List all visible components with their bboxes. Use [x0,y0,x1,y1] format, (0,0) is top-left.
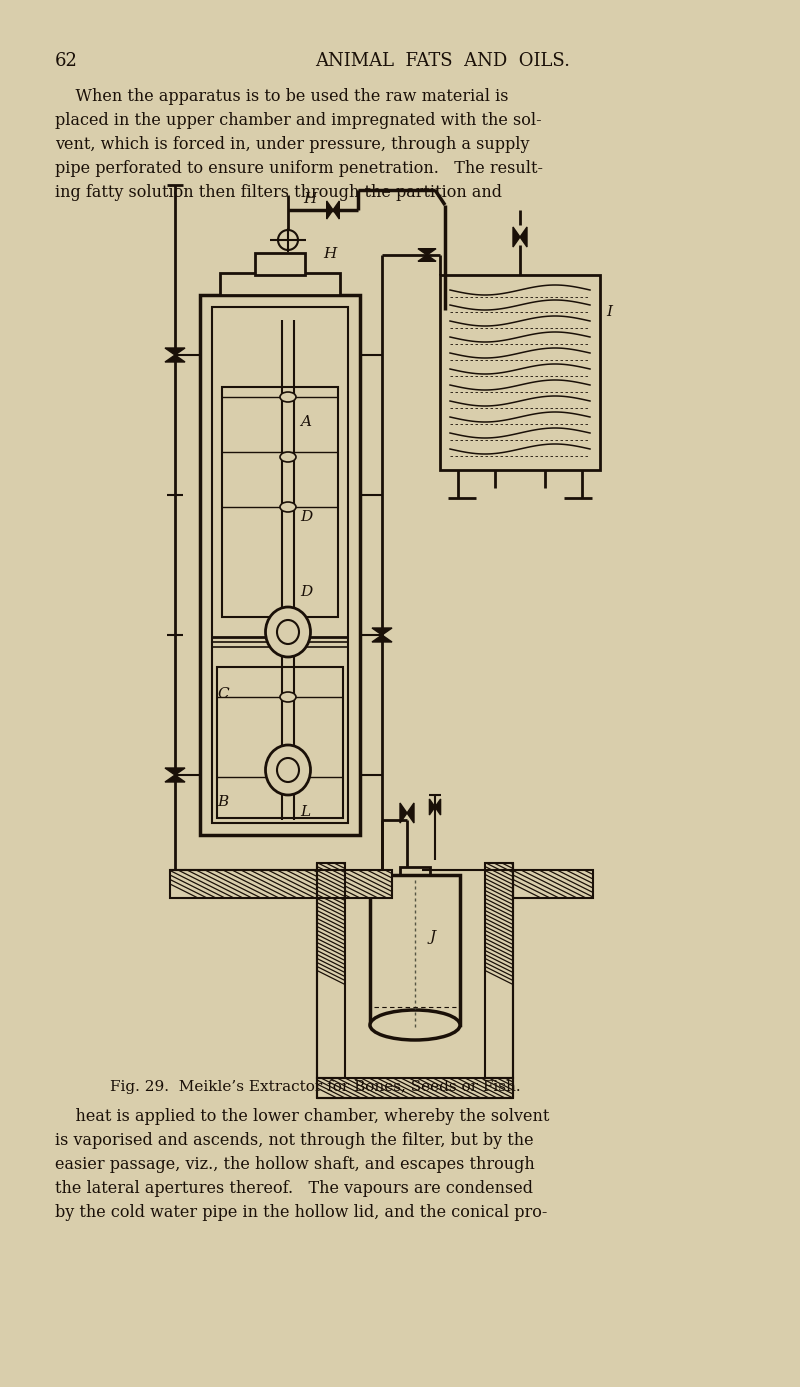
Bar [170,870,392,897]
Bar [317,1078,513,1099]
Text: ANIMAL  FATS  AND  OILS.: ANIMAL FATS AND OILS. [315,51,570,69]
Ellipse shape [266,745,310,795]
Text: A: A [300,415,311,429]
Bar [400,867,430,882]
Bar [485,863,513,1078]
Bar [513,870,593,897]
Text: heat is applied to the lower chamber, whereby the solvent: heat is applied to the lower chamber, wh… [55,1108,550,1125]
Bar [212,307,348,822]
Bar [217,667,343,818]
Bar [485,863,513,1078]
Bar [317,1078,513,1099]
Ellipse shape [280,502,296,512]
Text: vent, which is forced in, under pressure, through a supply: vent, which is forced in, under pressure… [55,136,530,153]
Text: B: B [217,795,228,809]
Polygon shape [165,768,185,775]
Ellipse shape [266,608,310,657]
Text: placed in the upper chamber and impregnated with the sol-: placed in the upper chamber and impregna… [55,112,542,129]
Text: H: H [323,247,336,261]
Text: D: D [300,510,312,524]
Bar [222,387,338,617]
Polygon shape [372,628,392,635]
Bar [370,875,460,1025]
Text: by the cold water pipe in the hollow lid, and the conical pro-: by the cold water pipe in the hollow lid… [55,1204,547,1221]
Ellipse shape [280,773,296,782]
Polygon shape [326,201,333,219]
Bar [255,252,305,275]
Text: 62: 62 [55,51,78,69]
Ellipse shape [277,620,299,644]
Polygon shape [520,227,527,247]
Polygon shape [407,803,414,822]
Text: Fig. 29.  Meikle’s Extractor for Bones, Seeds or Fish.: Fig. 29. Meikle’s Extractor for Bones, S… [110,1080,520,1094]
Text: easier passage, viz., the hollow shaft, and escapes through: easier passage, viz., the hollow shaft, … [55,1155,534,1173]
Ellipse shape [277,759,299,782]
Polygon shape [513,227,520,247]
Text: the lateral apertures thereof.   The vapours are condensed: the lateral apertures thereof. The vapou… [55,1180,533,1197]
Text: When the apparatus is to be used the raw material is: When the apparatus is to be used the raw… [55,87,509,105]
Polygon shape [372,635,392,642]
Bar [317,863,345,1078]
Bar [200,295,360,835]
Ellipse shape [280,692,296,702]
Text: is vaporised and ascends, not through the filter, but by the: is vaporised and ascends, not through th… [55,1132,534,1148]
Ellipse shape [280,393,296,402]
Text: L: L [300,804,310,818]
Text: ing fatty solution then filters through the partition and: ing fatty solution then filters through … [55,184,502,201]
Bar [513,870,593,897]
Text: pipe perforated to ensure uniform penetration.   The result-: pipe perforated to ensure uniform penetr… [55,160,543,178]
Polygon shape [165,348,185,355]
Circle shape [278,230,298,250]
Polygon shape [333,201,339,219]
Polygon shape [418,255,436,261]
Text: D: D [300,585,312,599]
Polygon shape [435,799,441,816]
Bar [170,870,392,897]
Text: C: C [217,687,229,700]
Bar [220,273,340,295]
Polygon shape [165,355,185,362]
Text: I: I [606,305,612,319]
Polygon shape [418,248,436,255]
Polygon shape [400,803,407,822]
Ellipse shape [370,1010,460,1040]
Bar [317,863,345,1078]
Text: H: H [303,191,316,207]
Polygon shape [165,775,185,782]
Bar [440,275,600,470]
Ellipse shape [280,452,296,462]
Text: J: J [430,931,436,945]
Polygon shape [430,799,435,816]
